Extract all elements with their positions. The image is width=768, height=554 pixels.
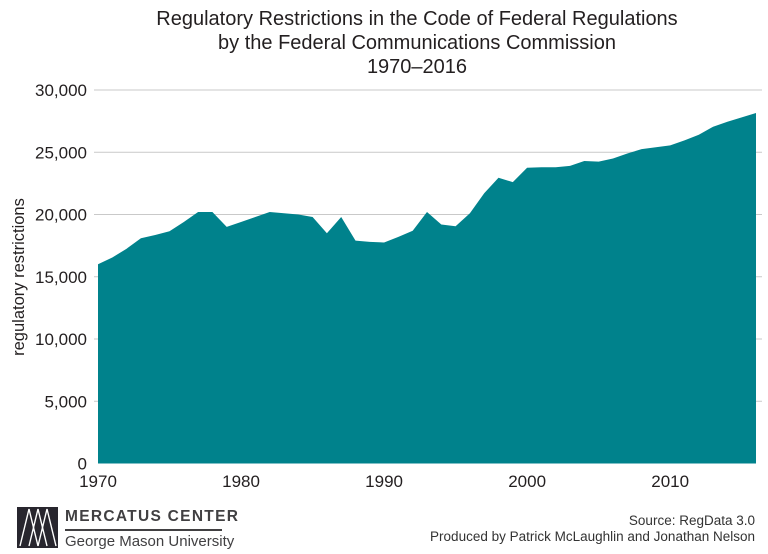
y-tick-label: 20,000 [35, 206, 87, 225]
mercatus-center-label: MERCATUS CENTER [65, 508, 240, 525]
footer-divider [65, 529, 222, 531]
y-axis-title: regulatory restrictions [10, 198, 28, 356]
chart-title-line1: Regulatory Restrictions in the Code of F… [156, 8, 678, 30]
area-fill [98, 113, 756, 464]
y-tick-label: 30,000 [35, 81, 87, 100]
chart-title: Regulatory Restrictions in the Code of F… [50, 7, 768, 79]
x-tick-label: 1990 [365, 472, 403, 491]
area-series [98, 113, 756, 464]
x-tick-label: 1980 [222, 472, 260, 491]
y-tick-label: 5,000 [44, 392, 87, 411]
x-tick-label: 2000 [508, 472, 546, 491]
mercatus-logo-icon [17, 507, 58, 548]
x-tick-label: 2010 [651, 472, 689, 491]
chart-title-line2: by the Federal Communications Commission [218, 32, 616, 54]
chart-title-line3: 1970–2016 [366, 56, 468, 78]
y-tick-label: 0 [78, 455, 87, 474]
produced-by-line: Produced by Patrick McLaughlin and Jonat… [430, 528, 755, 544]
y-tick-label: 25,000 [35, 143, 87, 162]
footer-branding: MERCATUS CENTER George Mason University [65, 508, 239, 550]
y-tick-label: 15,000 [35, 268, 87, 287]
x-axis-tick-labels: 1970 1980 1990 2000 2010 [79, 472, 689, 491]
george-mason-label: George Mason University [65, 532, 235, 550]
x-tick-label: 1970 [79, 472, 117, 491]
y-axis-tick-labels: 0 5,000 10,000 15,000 20,000 25,000 30,000 [35, 81, 87, 474]
y-tick-label: 10,000 [35, 330, 87, 349]
source-line: Source: RegData 3.0 [628, 513, 755, 528]
source-attribution: Source: RegData 3.0 Produced by Patrick … [430, 513, 755, 544]
